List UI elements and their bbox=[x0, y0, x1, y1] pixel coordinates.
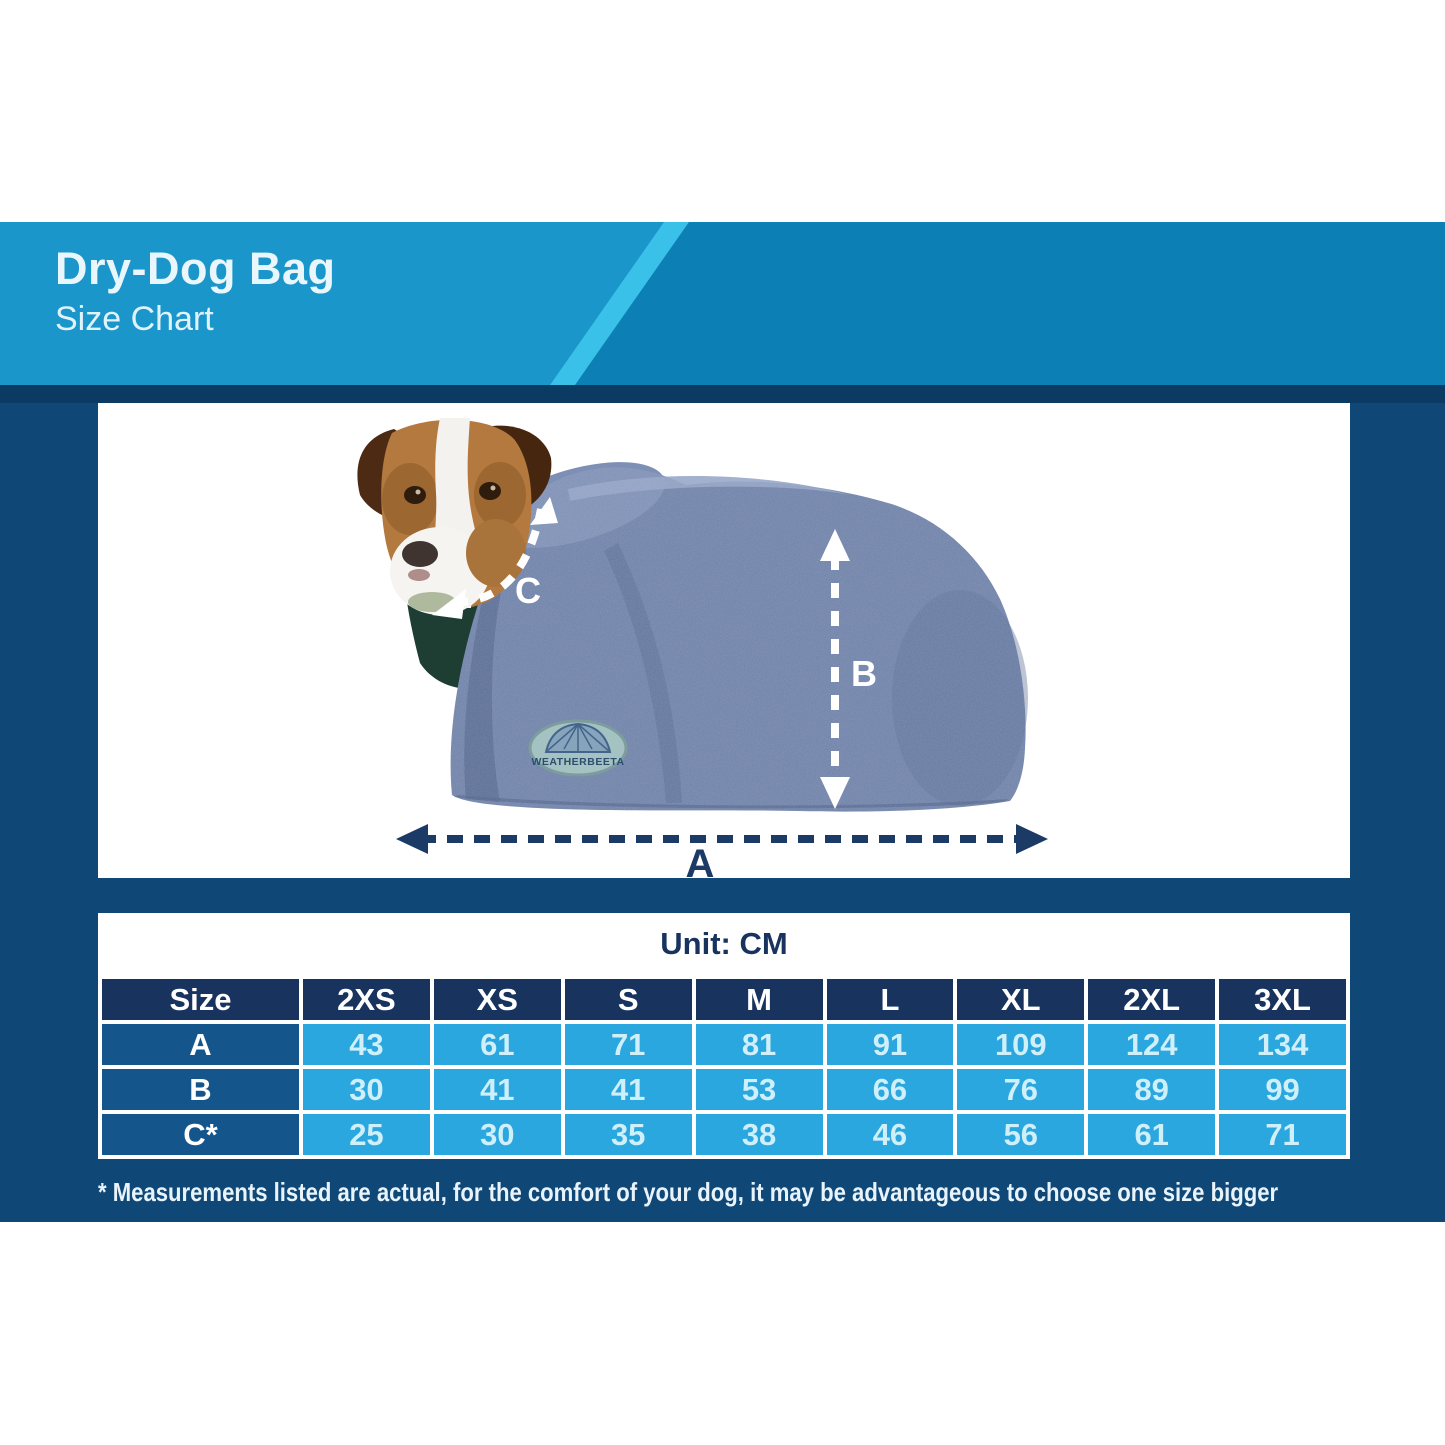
cell-a-xs: 61 bbox=[433, 1024, 561, 1065]
unit-label: Unit: CM bbox=[660, 926, 788, 961]
table-row-c: C* 25 30 35 38 46 56 61 71 bbox=[102, 1114, 1346, 1155]
header-text-block: Dry-Dog Bag Size Chart bbox=[55, 244, 336, 339]
cell-b-l: 66 bbox=[826, 1069, 954, 1110]
navy-top-strip bbox=[0, 385, 1445, 403]
col-m: M bbox=[695, 979, 823, 1020]
cell-c-2xs: 25 bbox=[303, 1114, 430, 1155]
cell-c-xs: 30 bbox=[433, 1114, 561, 1155]
footnote: * Measurements listed are actual, for th… bbox=[98, 1177, 1350, 1208]
dog-nose bbox=[402, 541, 438, 567]
size-table-panel: Unit: CM Size 2XS XS S M L XL 2XL 3XL bbox=[98, 913, 1350, 1159]
dog-right-eye bbox=[479, 482, 501, 500]
cell-a-m: 81 bbox=[695, 1024, 823, 1065]
cell-a-2xs: 43 bbox=[303, 1024, 430, 1065]
page-title: Dry-Dog Bag bbox=[55, 243, 336, 294]
table-row-b: B 30 41 41 53 66 76 89 99 bbox=[102, 1069, 1346, 1110]
cell-a-s: 71 bbox=[564, 1024, 692, 1065]
cell-c-l: 46 bbox=[826, 1114, 954, 1155]
cell-b-2xs: 30 bbox=[303, 1069, 430, 1110]
cell-a-2xl: 124 bbox=[1088, 1024, 1216, 1065]
cell-c-2xl: 61 bbox=[1088, 1114, 1216, 1155]
dog-head bbox=[357, 418, 552, 615]
cell-a-3xl: 134 bbox=[1219, 1024, 1346, 1065]
cell-b-s: 41 bbox=[564, 1069, 692, 1110]
cell-b-m: 53 bbox=[695, 1069, 823, 1110]
label-c: C bbox=[515, 570, 541, 611]
size-header-row: Size 2XS XS S M L XL 2XL 3XL bbox=[102, 979, 1346, 1020]
cell-b-xs: 41 bbox=[433, 1069, 561, 1110]
col-l: L bbox=[826, 979, 954, 1020]
navy-section: WEATHERBEETA C B bbox=[0, 385, 1445, 1222]
header-band: Dry-Dog Bag Size Chart bbox=[0, 222, 1445, 385]
col-2xs: 2XS bbox=[303, 979, 430, 1020]
label-b: B bbox=[851, 653, 877, 694]
cell-b-xl: 76 bbox=[957, 1069, 1085, 1110]
page-subtitle: Size Chart bbox=[55, 299, 214, 338]
row-c-label: C* bbox=[102, 1114, 299, 1155]
col-2xl: 2XL bbox=[1088, 979, 1216, 1020]
cell-a-xl: 109 bbox=[957, 1024, 1085, 1065]
dog-photo-panel: WEATHERBEETA C B bbox=[98, 403, 1350, 878]
cell-b-3xl: 99 bbox=[1219, 1069, 1346, 1110]
measurement-arrow-c: C bbox=[432, 497, 558, 619]
row-a-label: A bbox=[102, 1024, 299, 1065]
cell-c-xl: 56 bbox=[957, 1114, 1085, 1155]
cell-c-s: 35 bbox=[564, 1114, 692, 1155]
logo-text: WEATHERBEETA bbox=[531, 756, 624, 768]
col-xl: XL bbox=[957, 979, 1085, 1020]
label-a: A bbox=[686, 842, 715, 878]
weatherbeeta-logo: WEATHERBEETA bbox=[528, 719, 628, 777]
table-row-a: A 43 61 71 81 91 109 124 134 bbox=[102, 1024, 1346, 1065]
measurement-arrow-a: A bbox=[396, 824, 1048, 878]
size-header: Size bbox=[102, 979, 299, 1020]
size-table: Size 2XS XS S M L XL 2XL 3XL A 43 61 71 … bbox=[98, 975, 1350, 1159]
dog-illustration: WEATHERBEETA C B bbox=[357, 418, 1048, 878]
dog-left-eye bbox=[404, 486, 426, 504]
col-xs: XS bbox=[433, 979, 561, 1020]
col-3xl: 3XL bbox=[1219, 979, 1346, 1020]
row-b-label: B bbox=[102, 1069, 299, 1110]
measurement-arrow-b: B bbox=[820, 529, 877, 809]
col-s: S bbox=[564, 979, 692, 1020]
cell-c-3xl: 71 bbox=[1219, 1114, 1346, 1155]
header-band-light-segment bbox=[0, 222, 664, 385]
cell-b-2xl: 89 bbox=[1088, 1069, 1216, 1110]
cell-a-l: 91 bbox=[826, 1024, 954, 1065]
footnote-text: * Measurements listed are actual, for th… bbox=[98, 1177, 1279, 1207]
cell-c-m: 38 bbox=[695, 1114, 823, 1155]
